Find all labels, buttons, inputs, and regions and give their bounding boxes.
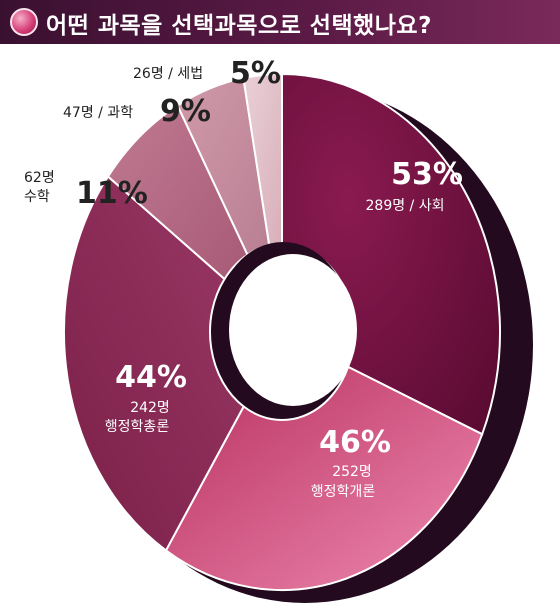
count-label-6: 26명 / 세법 [133, 66, 203, 82]
percent-label-5: 9% [160, 94, 211, 129]
percent-label-2: 46% [319, 425, 391, 460]
count-label-5: 47명 / 과학 [63, 105, 133, 121]
category-label-4: 수학 [24, 189, 50, 205]
category-label-3: 행정학총론 [105, 419, 170, 435]
count-label-4: 62명 [24, 170, 55, 186]
count-label-1: 289명 / 사회 [366, 198, 445, 214]
chart-title: 어떤 과목을 선택과목으로 선택했나요? [46, 13, 432, 39]
percent-label-1: 53% [391, 157, 463, 192]
percent-label-3: 44% [115, 360, 187, 395]
pie-slice-2 [164, 365, 484, 591]
donut-hole [229, 254, 357, 406]
title-bullet-icon [10, 8, 38, 36]
percent-label-6: 5% [230, 56, 281, 91]
percent-label-4: 11% [76, 176, 148, 211]
category-label-2: 행정학개론 [311, 484, 376, 500]
title-bar: 어떤 과목을 선택과목으로 선택했나요? [0, 0, 560, 44]
count-label-3: 242명 [130, 400, 170, 416]
count-label-2: 252명 [332, 464, 372, 480]
pie-slice-3 [63, 174, 245, 552]
